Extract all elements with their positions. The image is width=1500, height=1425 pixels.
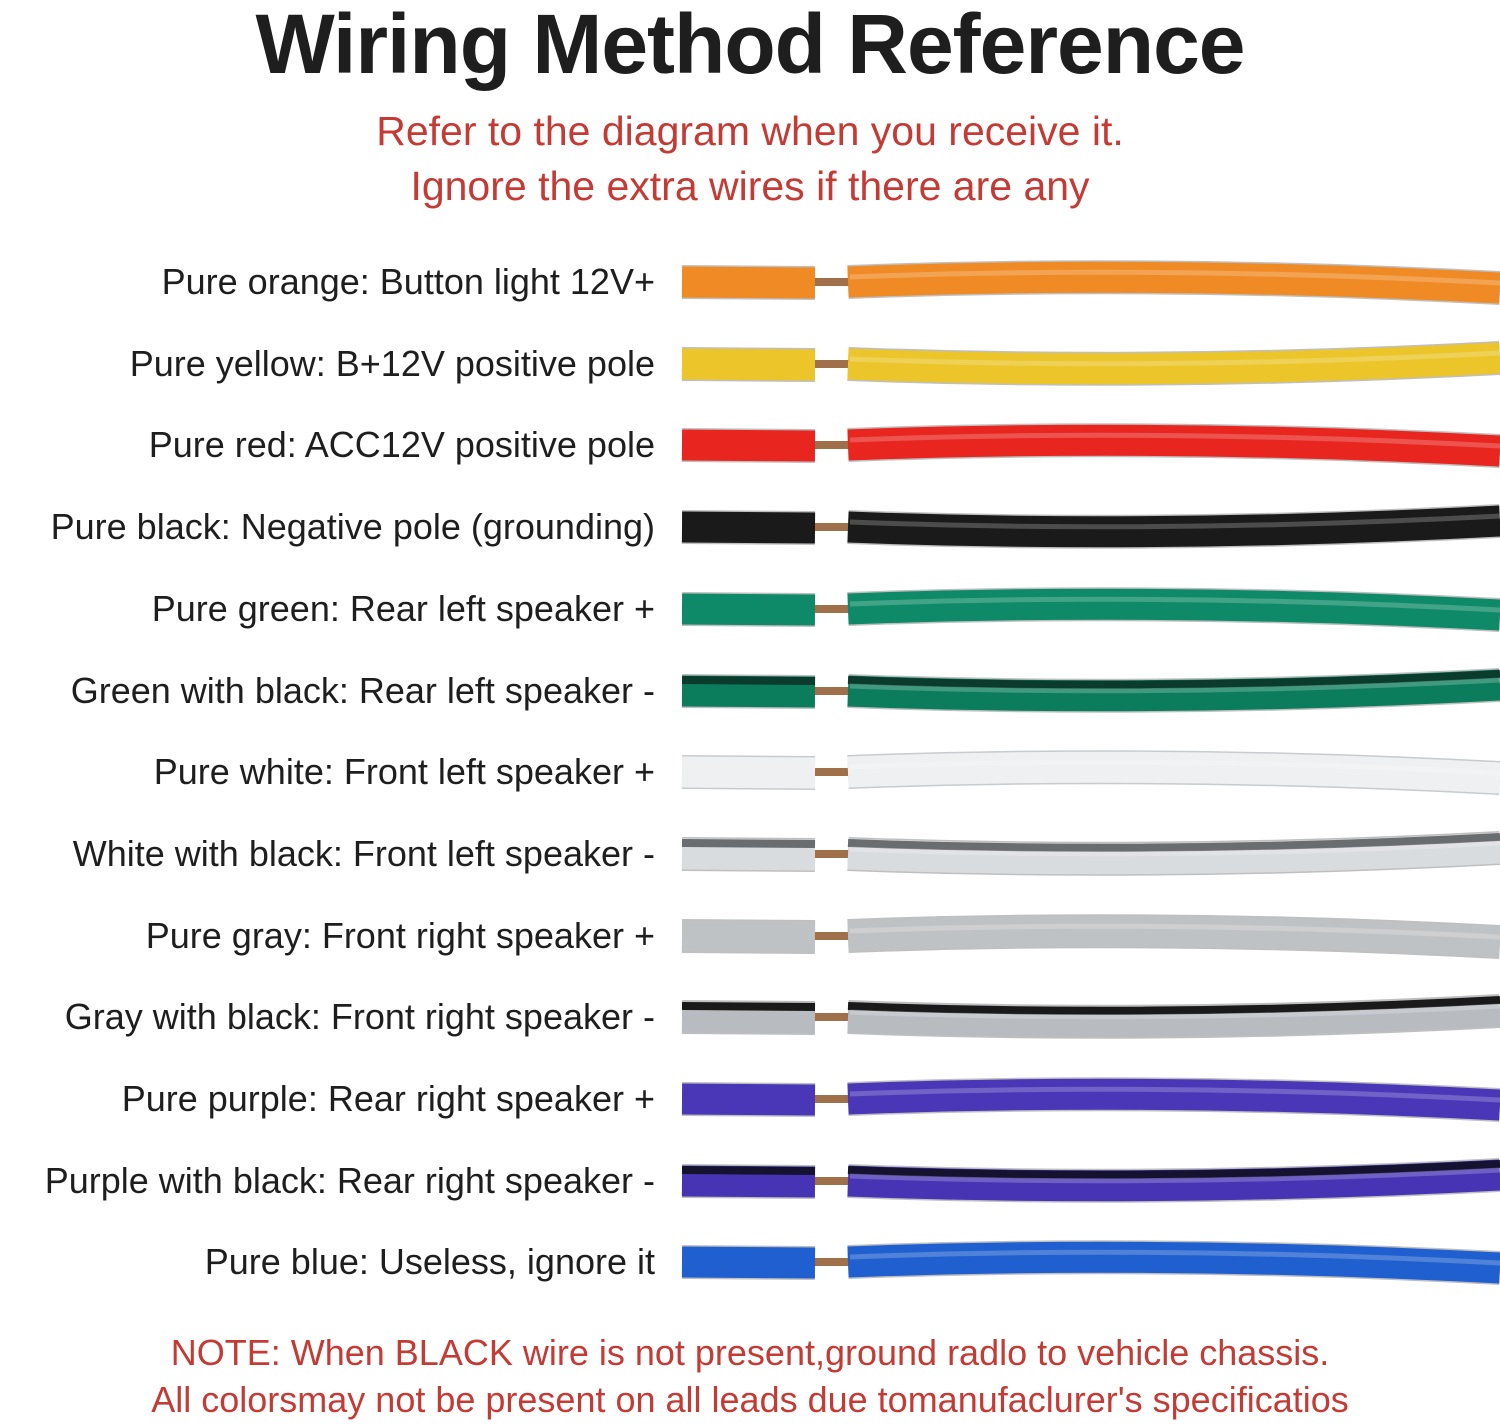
wire-stub bbox=[681, 593, 816, 626]
wire-row: Pure orange: Button light 12V+ bbox=[0, 241, 1500, 323]
wire-highlight bbox=[849, 350, 1500, 366]
wire-image bbox=[681, 423, 1500, 469]
note-line-2: All colorsmay not be present on all lead… bbox=[151, 1379, 1349, 1420]
wire-highlight bbox=[849, 269, 1500, 286]
wire-label: Purple with black: Rear right speaker - bbox=[44, 1159, 655, 1201]
wire-image bbox=[681, 994, 1500, 1040]
wire-image bbox=[681, 340, 1500, 386]
wire-row: Green with black: Rear left speaker - bbox=[0, 650, 1500, 732]
wire-highlight bbox=[849, 759, 1500, 776]
wire-image bbox=[681, 504, 1500, 549]
wire-body bbox=[847, 915, 1500, 958]
wire-image bbox=[681, 830, 1500, 876]
wire-image bbox=[681, 260, 1500, 305]
wire-row: Pure white: Front left speaker + bbox=[0, 731, 1500, 813]
wire-row: Pure black: Negative pole (grounding) bbox=[0, 486, 1500, 568]
wire-body bbox=[847, 669, 1500, 711]
wire-stripe bbox=[847, 669, 1500, 689]
wire-stripe bbox=[847, 832, 1500, 852]
wire-image bbox=[681, 1240, 1500, 1286]
wire-stub bbox=[681, 838, 816, 871]
wire-stub bbox=[681, 348, 816, 381]
subtitle-line-2: Ignore the extra wires if there are any bbox=[410, 163, 1090, 209]
wire-stub bbox=[681, 511, 816, 544]
wire-row: Pure red: ACC12V positive pole bbox=[0, 404, 1500, 486]
wire-highlight bbox=[849, 677, 1500, 693]
wire-row: Pure purple: Rear right speaker + bbox=[0, 1058, 1500, 1140]
wire-label: Pure red: ACC12V positive pole bbox=[148, 424, 655, 466]
wire-stub bbox=[681, 1083, 816, 1116]
wire-highlight bbox=[849, 513, 1500, 530]
wire-row: Gray with black: Front right speaker - bbox=[0, 976, 1500, 1058]
stub-stripe bbox=[681, 675, 816, 685]
wire-label: Pure purple: Rear right speaker + bbox=[121, 1078, 655, 1119]
subtitle-line-1: Refer to the diagram when you receive it… bbox=[376, 108, 1124, 154]
wire-highlight bbox=[849, 923, 1500, 940]
wire-row: Pure blue: Useless, ignore it bbox=[0, 1221, 1500, 1303]
wire-stub bbox=[681, 1165, 816, 1198]
wire-body bbox=[847, 1159, 1500, 1201]
wire-row: Pure gray: Front right speaker + bbox=[0, 895, 1500, 977]
wire-stub bbox=[681, 1001, 816, 1034]
stub-stripe bbox=[681, 838, 816, 848]
wire-body bbox=[847, 425, 1500, 467]
wire-body bbox=[847, 751, 1500, 794]
wire-highlight bbox=[849, 433, 1500, 449]
wire-label: Pure orange: Button light 12V+ bbox=[161, 261, 655, 302]
wire-row: Pure yellow: B+12V positive pole bbox=[0, 323, 1500, 405]
wire-image bbox=[681, 913, 1500, 959]
wire-body bbox=[847, 505, 1500, 548]
wire-body bbox=[847, 832, 1500, 875]
wire-highlight bbox=[849, 1003, 1500, 1020]
wire-row: Purple with black: Rear right speaker - bbox=[0, 1140, 1500, 1222]
wire-body bbox=[847, 588, 1500, 631]
wire-highlight bbox=[849, 596, 1500, 613]
wire-label: Pure black: Negative pole (grounding) bbox=[50, 506, 655, 548]
wire-label: Pure green: Rear left speaker + bbox=[151, 587, 655, 629]
wire-stub bbox=[681, 429, 816, 462]
wire-body bbox=[847, 1078, 1500, 1121]
wire-image bbox=[681, 1077, 1500, 1122]
wire-body bbox=[847, 1242, 1500, 1284]
wire-body bbox=[847, 342, 1500, 384]
wire-stub bbox=[681, 756, 816, 789]
wire-image bbox=[681, 750, 1500, 796]
page-title: Wiring Method Reference bbox=[255, 0, 1245, 91]
wire-stub bbox=[681, 920, 816, 953]
wire-body bbox=[847, 995, 1500, 1038]
wire-label: Gray with black: Front right speaker - bbox=[64, 996, 655, 1038]
wire-body bbox=[847, 261, 1500, 304]
wire-image bbox=[681, 587, 1500, 632]
wire-label: Pure yellow: B+12V positive pole bbox=[129, 342, 655, 384]
stub-stripe bbox=[681, 1002, 816, 1012]
wire-stub bbox=[681, 675, 816, 707]
wire-row: White with black: Front left speaker - bbox=[0, 813, 1500, 895]
wire-label: Pure white: Front left speaker + bbox=[153, 751, 655, 793]
wire-stripe bbox=[847, 996, 1500, 1016]
wire-highlight bbox=[849, 1086, 1500, 1103]
wire-highlight bbox=[849, 840, 1500, 857]
wire-stub bbox=[681, 266, 816, 299]
wire-row: Pure green: Rear left speaker + bbox=[0, 568, 1500, 650]
wire-highlight bbox=[849, 1167, 1500, 1183]
wire-label: Pure blue: Useless, ignore it bbox=[204, 1241, 655, 1283]
wire-label: Pure gray: Front right speaker + bbox=[145, 914, 655, 956]
wire-label: Green with black: Rear left speaker - bbox=[70, 669, 655, 711]
stub-stripe bbox=[681, 1165, 816, 1175]
wire-stripe bbox=[847, 1159, 1500, 1179]
wire-image bbox=[681, 667, 1500, 713]
wire-stub bbox=[681, 1246, 816, 1279]
wire-image bbox=[681, 1157, 1500, 1203]
wire-highlight bbox=[849, 1250, 1500, 1266]
wire-label: White with black: Front left speaker - bbox=[72, 832, 655, 874]
note-line-1: NOTE: When BLACK wire is not present,gro… bbox=[170, 1332, 1330, 1373]
